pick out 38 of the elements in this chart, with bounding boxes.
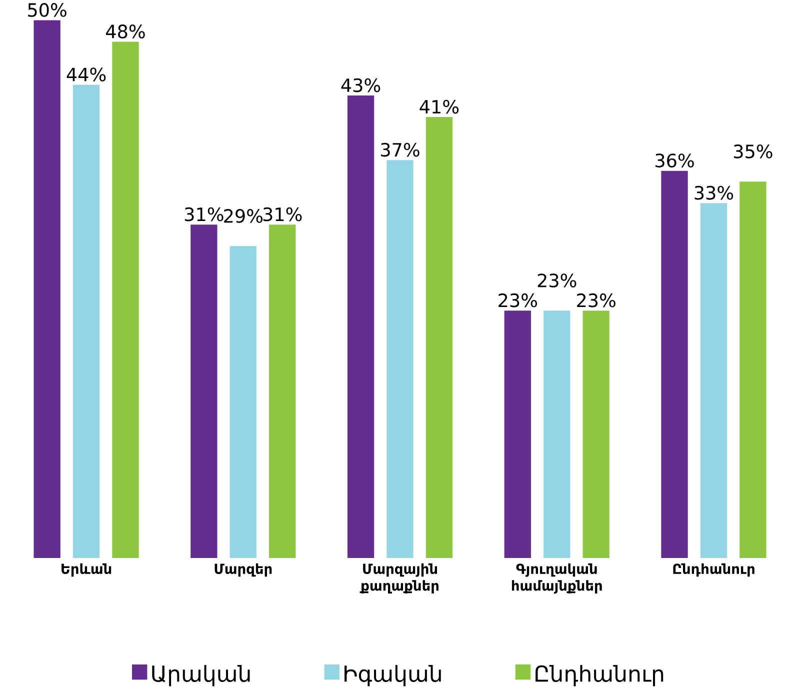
data-label: 43% (341, 78, 380, 92)
data-label: 50% (28, 3, 66, 17)
bar (190, 224, 218, 558)
bar (112, 42, 139, 558)
x-tick-label: Մարզեր (214, 563, 272, 577)
data-label: 23% (498, 293, 537, 308)
bar (582, 310, 610, 558)
bar (230, 246, 256, 558)
data-label: 31% (263, 207, 302, 222)
bar (34, 20, 60, 558)
legend-label: Արական (152, 664, 250, 686)
bar (386, 160, 414, 558)
data-label: 44% (66, 68, 106, 82)
bar (347, 96, 374, 558)
x-tick-label: Մարզային քաղաքներ (360, 563, 438, 594)
bar (504, 310, 531, 558)
x-tick-label: Երևան (62, 563, 112, 577)
data-label: 36% (656, 154, 694, 168)
bar (740, 182, 766, 558)
data-label: 37% (381, 142, 420, 157)
data-label: 23% (577, 293, 616, 308)
data-label: 35% (734, 144, 772, 158)
bar (269, 224, 296, 558)
data-label: 41% (420, 100, 459, 114)
x-tick-label: Ընդհանուր (673, 563, 754, 577)
bar (544, 310, 570, 558)
legend-label: Իգական (344, 664, 441, 686)
data-label: 23% (538, 274, 576, 288)
x-tick-label: Գյուղական համայնքներ (512, 563, 602, 594)
bar (426, 117, 453, 558)
legend-label: Ընդհանուր (536, 664, 664, 686)
bar (661, 170, 688, 558)
data-label: 48% (106, 24, 145, 38)
data-label: 31% (184, 207, 224, 222)
bar (72, 84, 100, 558)
data-label: 33% (694, 186, 734, 200)
bar (700, 203, 728, 558)
data-label: 29% (224, 209, 262, 223)
